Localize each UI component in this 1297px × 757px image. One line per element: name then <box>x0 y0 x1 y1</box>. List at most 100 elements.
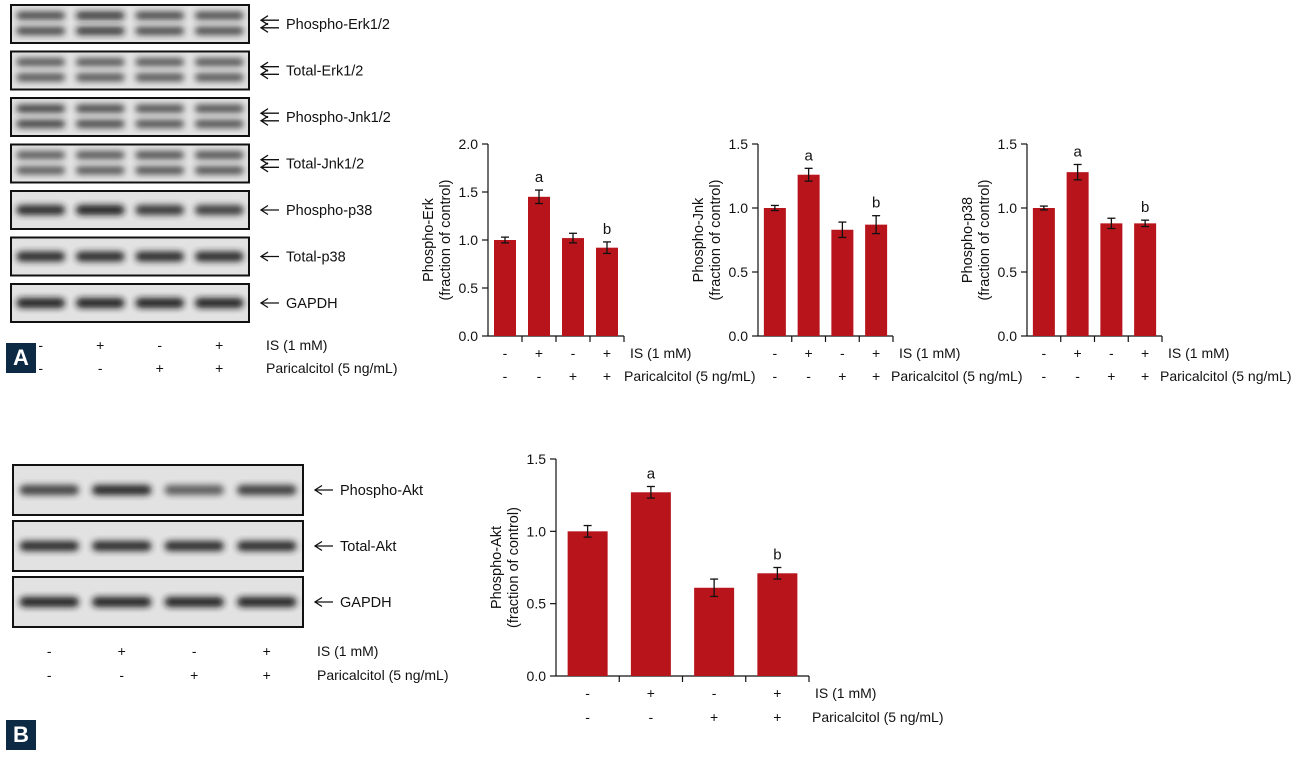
blot-band <box>194 73 244 82</box>
blot-band <box>75 58 125 67</box>
blot-label: Phospho-Akt <box>340 483 423 499</box>
bar <box>1066 172 1089 336</box>
condition-par-sign: + <box>838 368 846 384</box>
condition-par-sign: - <box>649 709 654 725</box>
blot-band <box>16 151 66 160</box>
blot-band <box>19 485 79 495</box>
condition-par-sign: + <box>603 368 611 384</box>
significance-label: b <box>1141 199 1149 216</box>
condition-is-sign: + <box>805 345 813 361</box>
condition-par-sign: + <box>156 360 164 376</box>
blot-band <box>75 104 125 113</box>
y-tick-label: 0.0 <box>459 328 479 344</box>
y-tick-label: 1.0 <box>729 200 749 216</box>
condition-is-sign: + <box>96 337 104 353</box>
blot-band <box>237 485 297 495</box>
arrow-head <box>259 297 269 309</box>
condition-par-sign: + <box>569 368 577 384</box>
bar <box>562 238 584 336</box>
bar <box>797 174 820 336</box>
y-axis-label: Phospho-Erk(fraction of control) <box>421 180 454 301</box>
arrow-head <box>259 15 269 26</box>
condition-par-label: Paricalcitol (5 ng/mL) <box>266 360 398 376</box>
arrow-left-icon <box>313 596 333 608</box>
blot-band <box>92 485 152 495</box>
blot-band <box>135 58 185 67</box>
condition-is-sign: - <box>503 345 508 361</box>
condition-par-label: Paricalcitol (5 ng/mL) <box>624 368 756 384</box>
condition-par-sign: - <box>47 667 52 683</box>
blot-label: Phospho-p38 <box>286 203 372 219</box>
chart-3: 0.0 0.5 1.0 1.5 Phospho-p38(fraction of cont… <box>960 136 1292 384</box>
blot-band <box>75 26 125 35</box>
condition-par-label: Paricalcitol (5 ng/mL) <box>812 709 944 725</box>
arrow-head <box>313 540 323 552</box>
bar <box>865 224 888 336</box>
condition-par-sign: - <box>1075 368 1080 384</box>
condition-is-sign: - <box>773 345 778 361</box>
y-tick-label: 1.0 <box>998 200 1018 216</box>
arrow-left-icon <box>313 540 333 552</box>
y-tick-label: 1.5 <box>998 136 1018 152</box>
blot-band <box>16 11 66 20</box>
condition-par-sign: - <box>98 360 103 376</box>
blot-label: Phospho-Jnk1/2 <box>286 110 391 126</box>
condition-is-sign: - <box>157 337 162 353</box>
y-tick-label: 1.0 <box>459 232 479 248</box>
blot-band <box>16 58 66 67</box>
blot-band <box>75 11 125 20</box>
blot-strip-phospho-akt <box>12 464 304 516</box>
y-axis-label-line: Phospho-Akt <box>489 526 505 609</box>
arrow-left-icon <box>259 115 279 126</box>
blot-band <box>16 26 66 35</box>
bar <box>757 573 798 676</box>
panel-label-b: B <box>6 720 36 750</box>
condition-is-sign: - <box>192 643 197 659</box>
significance-label: a <box>804 147 813 164</box>
condition-is-label: IS (1 mM) <box>266 337 327 353</box>
blot-band <box>194 58 244 67</box>
blot-band <box>75 119 125 128</box>
blot-strip-total-erk1-2 <box>10 50 250 91</box>
y-tick-label: 1.5 <box>729 136 749 152</box>
y-tick-label: 0.5 <box>729 264 749 280</box>
condition-par-sign: + <box>872 368 880 384</box>
blot-strip-total-jnk1-2 <box>10 143 250 184</box>
arrow-head <box>259 115 269 126</box>
condition-par-sign: + <box>215 360 223 376</box>
blot-band <box>135 205 185 215</box>
condition-par-sign: - <box>773 368 778 384</box>
arrow-head <box>259 69 269 80</box>
blot-frame <box>10 97 250 137</box>
arrow-left-icon <box>259 61 279 72</box>
arrow-head <box>259 154 269 165</box>
condition-is-sign: - <box>840 345 845 361</box>
condition-par-sign: + <box>263 667 271 683</box>
blot-band <box>194 166 244 175</box>
blot-frame <box>10 4 250 44</box>
blot-strip-phospho-p38 <box>10 190 250 230</box>
condition-is-label: IS (1 mM) <box>1168 345 1229 361</box>
blot-band <box>16 251 66 262</box>
blot-strip-phospho-erk1-2 <box>10 4 250 44</box>
arrow-head <box>259 22 269 33</box>
blot-band <box>135 11 185 20</box>
bar <box>1032 208 1055 336</box>
y-tick-label: 0.5 <box>527 596 547 612</box>
blot-band <box>135 73 185 82</box>
blot-band <box>135 26 185 35</box>
blot-band <box>75 73 125 82</box>
blot-label: Total-Erk1/2 <box>286 64 363 80</box>
y-tick-label: 1.0 <box>527 523 547 539</box>
y-axis-label-line: Phospho-p38 <box>960 197 976 283</box>
condition-is-sign: + <box>535 345 543 361</box>
y-axis-label: Phospho-Akt(fraction of control) <box>489 507 522 628</box>
blot-label: GAPDH <box>340 595 392 611</box>
blot-band <box>164 597 224 607</box>
blot-label: Total-Jnk1/2 <box>286 157 364 173</box>
condition-is-label: IS (1 mM) <box>899 345 960 361</box>
condition-is-sign: - <box>47 643 52 659</box>
y-tick-label: 0.0 <box>998 328 1018 344</box>
condition-is-label: IS (1 mM) <box>815 685 876 701</box>
